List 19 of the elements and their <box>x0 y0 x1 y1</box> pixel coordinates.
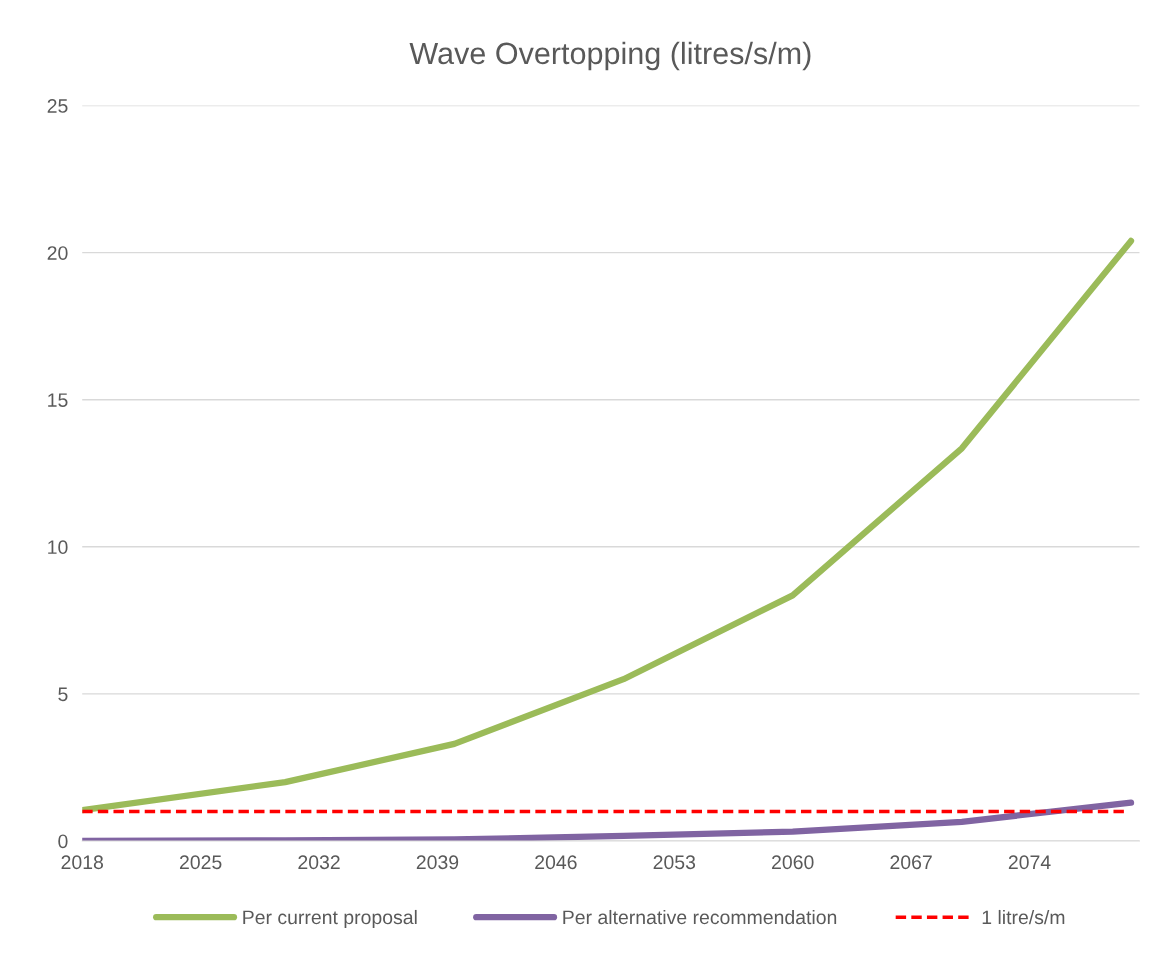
x-tick-label: 2067 <box>890 855 932 870</box>
x-tick-label: 2018 <box>61 855 103 870</box>
x-tick-label: 2074 <box>1008 855 1051 870</box>
chart-title: Wave Overtopping (litres/s/m) <box>409 41 811 71</box>
x-tick-label: 2060 <box>772 855 814 870</box>
x-tick-label: 2032 <box>298 855 340 870</box>
y-tick-label: 0 <box>58 834 68 849</box>
x-tick-label: 2053 <box>653 855 696 870</box>
y-tick-label: 5 <box>58 687 68 702</box>
x-tick-label: 2039 <box>416 855 459 870</box>
legend-label: Per current proposal <box>243 909 417 929</box>
x-tick-label: 2046 <box>535 855 577 870</box>
y-tick-label: 25 <box>47 99 68 113</box>
y-tick-label: 20 <box>47 246 68 260</box>
y-tick-label: 15 <box>48 393 68 407</box>
x-tick-label: 2025 <box>179 855 222 870</box>
legend-label: Per alternative recommendation <box>563 909 837 925</box>
legend-label: 1 litre/s/m <box>982 909 1065 925</box>
y-tick-label: 10 <box>48 540 68 555</box>
